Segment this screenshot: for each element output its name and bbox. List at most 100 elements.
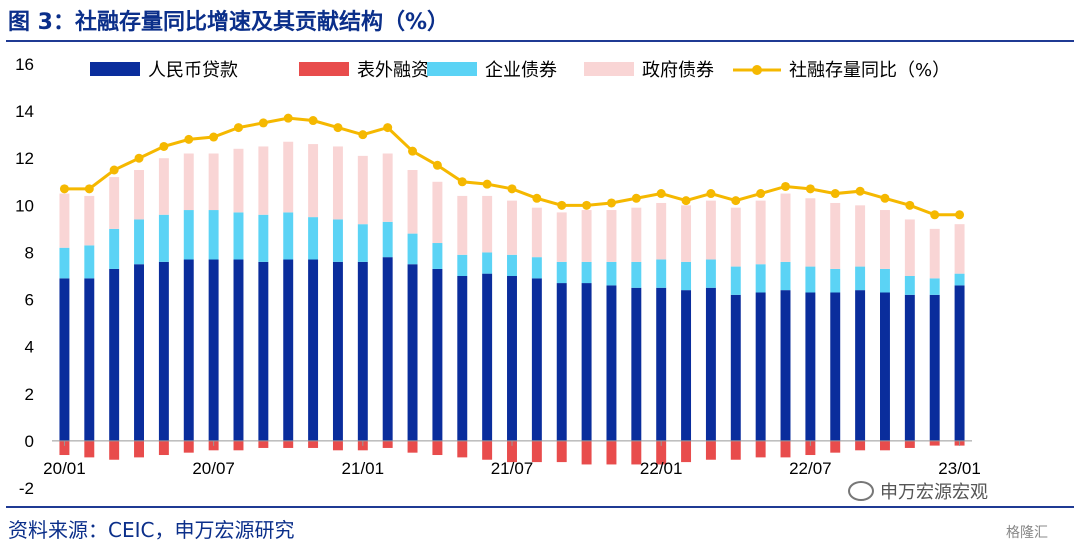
- legend-swatch: [427, 62, 477, 76]
- bar-offbalance: [183, 440, 194, 453]
- legend-swatch: [299, 62, 349, 76]
- legend-label: 人民币贷款: [148, 60, 238, 81]
- bar-gov-bonds: [830, 202, 841, 269]
- yoy-point: [432, 160, 442, 170]
- bar-loans: [855, 290, 866, 441]
- bar-loans: [332, 261, 343, 441]
- bar-corp-bonds: [681, 261, 692, 291]
- bar-offbalance: [158, 440, 169, 456]
- bar-gov-bonds: [233, 148, 244, 213]
- bar-gov-bonds: [482, 195, 493, 253]
- bar-loans: [158, 261, 169, 441]
- logo: 格隆汇: [1006, 525, 1048, 541]
- x-tick-label: 21/01: [342, 459, 385, 478]
- yoy-point: [283, 113, 293, 123]
- bar-offbalance: [531, 440, 542, 463]
- bar-offbalance: [755, 440, 766, 458]
- bar-offbalance: [929, 440, 940, 446]
- x-tick-label: 21/07: [491, 459, 534, 478]
- y-tick-label: 16: [15, 55, 34, 74]
- watermark-text: 申万宏源宏观: [880, 482, 988, 503]
- bar-loans: [59, 278, 70, 441]
- bar-loans: [556, 283, 567, 441]
- bar-offbalance: [308, 440, 319, 448]
- bar-gov-bonds: [283, 141, 294, 213]
- legend-marker: [752, 65, 762, 75]
- yoy-point: [532, 193, 542, 203]
- bar-offbalance: [134, 440, 144, 458]
- yoy-point: [308, 116, 318, 126]
- bar-offbalance: [507, 440, 517, 463]
- legend-label: 政府债券: [642, 60, 714, 81]
- bar-offbalance: [581, 440, 592, 465]
- bar-offbalance: [457, 440, 468, 458]
- bar-corp-bonds: [407, 233, 418, 265]
- yoy-point: [582, 200, 592, 210]
- bar-corp-bonds: [954, 273, 965, 286]
- yoy-point: [905, 200, 915, 210]
- bar-gov-bonds: [432, 181, 443, 244]
- bar-offbalance: [705, 440, 716, 460]
- bar-gov-bonds: [730, 207, 741, 267]
- yoy-point: [606, 198, 616, 208]
- legend-label: 企业债券: [485, 60, 557, 81]
- bar-offbalance: [109, 440, 120, 460]
- bar-corp-bonds: [109, 228, 120, 269]
- bar-gov-bonds: [158, 158, 169, 215]
- y-tick-label: 2: [25, 385, 34, 404]
- bar-gov-bonds: [332, 146, 343, 220]
- bar-corp-bonds: [432, 243, 443, 269]
- yoy-point: [507, 184, 517, 194]
- bar-offbalance: [407, 440, 418, 453]
- x-tick-label: 20/07: [192, 459, 235, 478]
- bar-gov-bonds: [631, 207, 642, 262]
- bar-corp-bonds: [482, 252, 493, 274]
- bar-loans: [755, 292, 766, 441]
- bar-corp-bonds: [606, 261, 617, 286]
- bar-offbalance: [681, 440, 692, 463]
- bar-loans: [432, 268, 443, 441]
- bar-loans: [457, 276, 468, 441]
- bar-corp-bonds: [531, 257, 542, 279]
- x-tick-label: 22/01: [640, 459, 683, 478]
- bar-loans: [482, 273, 493, 441]
- bar-offbalance: [59, 440, 70, 456]
- bar-gov-bonds: [382, 153, 393, 222]
- bar-offbalance: [904, 440, 915, 448]
- title-rule: [6, 40, 1074, 42]
- bar-gov-bonds: [755, 200, 766, 265]
- bar-corp-bonds: [183, 210, 194, 260]
- bar-offbalance: [730, 440, 741, 460]
- bar-loans: [904, 294, 915, 441]
- bar-loans: [730, 294, 741, 441]
- bar-gov-bonds: [581, 210, 592, 262]
- yoy-point: [159, 141, 169, 151]
- bar-offbalance: [805, 440, 816, 456]
- yoy-point: [681, 196, 691, 206]
- bar-loans: [109, 268, 120, 441]
- yoy-point: [631, 193, 641, 203]
- yoy-point: [109, 165, 119, 175]
- bar-loans: [208, 259, 219, 441]
- yoy-point: [358, 130, 368, 140]
- bar-corp-bonds: [382, 221, 393, 258]
- bar-corp-bonds: [929, 278, 940, 295]
- bar-corp-bonds: [631, 261, 642, 288]
- bar-corp-bonds: [332, 219, 343, 262]
- yoy-point: [482, 179, 492, 189]
- yoy-point: [184, 134, 194, 144]
- bar-loans: [606, 285, 617, 441]
- yoy-line: [59, 113, 965, 220]
- bar-offbalance: [258, 440, 269, 448]
- yoy-point: [805, 184, 815, 194]
- bar-corp-bonds: [208, 210, 219, 260]
- bar-corp-bonds: [507, 254, 517, 276]
- bar-offbalance: [855, 440, 866, 451]
- bar-loans: [830, 292, 841, 441]
- y-tick-label: 0: [25, 432, 34, 451]
- x-axis: 20/01 20/07 21/01 21/07 22/01 22/07 23/01: [43, 440, 981, 478]
- bar-gov-bonds: [183, 153, 194, 211]
- yoy-point: [855, 186, 865, 196]
- bar-loans: [531, 278, 542, 441]
